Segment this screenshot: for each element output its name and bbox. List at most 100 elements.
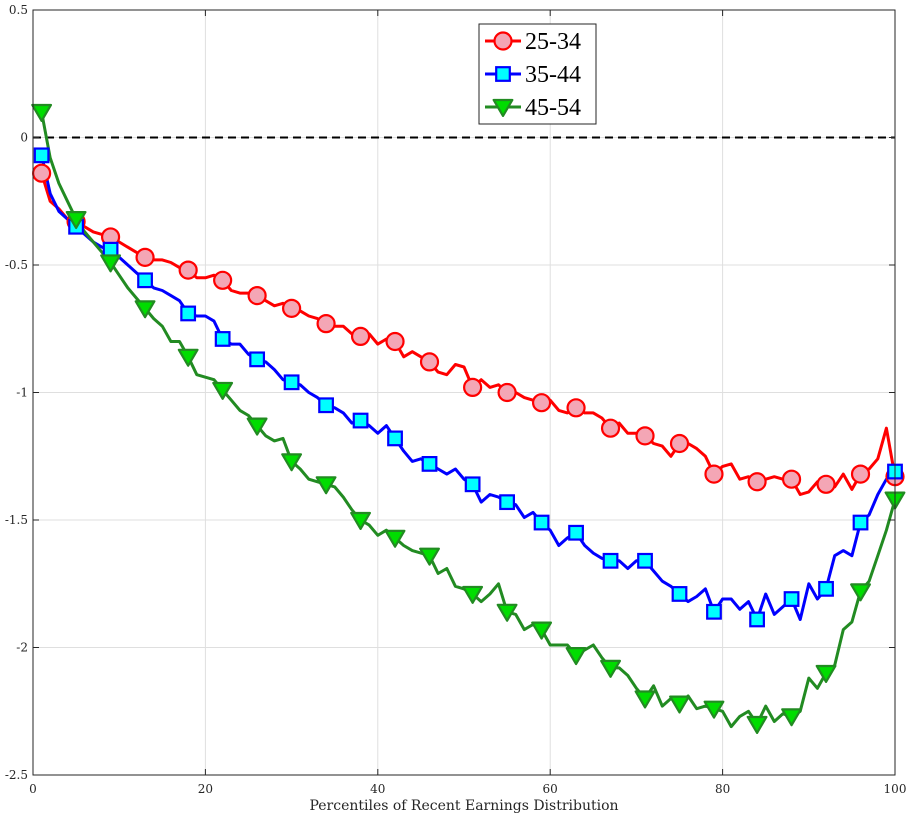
data-point bbox=[565, 647, 587, 666]
data-point bbox=[600, 418, 621, 438]
x-axis-ticks: 0 20 40 60 80 100 bbox=[29, 10, 906, 796]
legend-marker bbox=[495, 66, 511, 82]
y-tick-label: -1 bbox=[16, 386, 28, 400]
data-point bbox=[749, 611, 765, 628]
data-point bbox=[100, 254, 122, 273]
data-point bbox=[781, 469, 802, 489]
data-point bbox=[815, 664, 837, 683]
markers-45-54 bbox=[31, 103, 906, 734]
data-point bbox=[137, 272, 153, 289]
x-tick-label: 60 bbox=[543, 782, 558, 796]
data-point bbox=[385, 331, 405, 352]
x-tick-label: 100 bbox=[884, 782, 907, 796]
data-point bbox=[281, 453, 303, 472]
series-line-25-34 bbox=[40, 172, 897, 496]
legend-marker bbox=[493, 31, 513, 51]
data-point bbox=[246, 417, 268, 436]
data-point bbox=[747, 472, 767, 492]
y-tick-label: -2.5 bbox=[5, 768, 28, 782]
data-point bbox=[533, 514, 550, 531]
data-point bbox=[32, 163, 52, 183]
data-point bbox=[214, 331, 231, 347]
grid-lines bbox=[32, 9, 896, 776]
data-point bbox=[703, 700, 725, 719]
y-axis-ticks: -2.5 -2 -1.5 -1 -0.5 0 0.5 bbox=[5, 3, 895, 782]
data-point bbox=[387, 430, 403, 447]
y-tick-label: -1.5 bbox=[5, 513, 28, 527]
data-point bbox=[634, 690, 656, 709]
data-point bbox=[421, 456, 438, 472]
data-point bbox=[249, 351, 266, 368]
data-point bbox=[33, 147, 50, 164]
data-point bbox=[134, 300, 156, 319]
data-point bbox=[462, 585, 484, 604]
data-point bbox=[247, 286, 267, 306]
data-point bbox=[350, 511, 372, 530]
data-point bbox=[65, 210, 87, 230]
data-point bbox=[282, 298, 302, 318]
data-point bbox=[419, 352, 440, 372]
markers-35-44 bbox=[33, 147, 903, 628]
legend-entry: 45-54 bbox=[485, 95, 581, 121]
data-point bbox=[781, 708, 803, 727]
data-point bbox=[212, 381, 234, 400]
data-point bbox=[499, 494, 515, 511]
data-point bbox=[852, 514, 869, 531]
data-point bbox=[746, 715, 768, 734]
series-lines bbox=[40, 111, 897, 729]
data-point bbox=[135, 247, 155, 267]
data-point bbox=[463, 377, 483, 397]
data-point bbox=[568, 524, 584, 541]
y-tick-label: -2 bbox=[16, 641, 28, 655]
data-point bbox=[816, 474, 836, 494]
legend-entry: 25-34 bbox=[485, 29, 581, 55]
data-point bbox=[497, 382, 517, 403]
x-tick-label: 80 bbox=[715, 782, 730, 796]
data-point bbox=[496, 603, 518, 622]
x-tick-label: 40 bbox=[370, 782, 385, 796]
x-tick-label: 0 bbox=[29, 782, 37, 796]
data-point bbox=[566, 398, 586, 418]
data-point bbox=[669, 433, 690, 454]
data-point bbox=[671, 586, 688, 602]
data-point bbox=[31, 103, 53, 122]
data-point bbox=[352, 412, 369, 429]
data-point bbox=[318, 397, 334, 414]
legend: 25-34 35-44 45-54 bbox=[478, 23, 597, 125]
data-point bbox=[850, 464, 871, 484]
data-point bbox=[177, 348, 199, 367]
data-point bbox=[283, 374, 300, 391]
legend-entry: 35-44 bbox=[485, 62, 581, 88]
data-point bbox=[602, 552, 619, 569]
legend-label: 45-54 bbox=[525, 95, 581, 121]
data-point bbox=[178, 260, 198, 280]
legend-marker bbox=[492, 98, 514, 117]
data-point bbox=[350, 326, 371, 346]
x-tick-label: 20 bbox=[198, 782, 213, 796]
series-line-45-54 bbox=[40, 111, 897, 729]
x-axis-label: Percentiles of Recent Earnings Distribut… bbox=[309, 798, 618, 814]
data-point bbox=[180, 305, 197, 322]
series-markers bbox=[31, 103, 906, 734]
y-tick-label: 0 bbox=[20, 131, 28, 145]
y-tick-label: 0.5 bbox=[9, 3, 28, 17]
data-point bbox=[635, 426, 655, 446]
data-point bbox=[384, 529, 406, 548]
data-point bbox=[316, 314, 336, 334]
data-point bbox=[706, 603, 722, 620]
data-point bbox=[315, 476, 337, 495]
legend-label: 35-44 bbox=[525, 62, 581, 88]
y-tick-label: -0.5 bbox=[5, 258, 28, 272]
data-point bbox=[600, 659, 621, 678]
data-point bbox=[704, 464, 724, 484]
data-point bbox=[213, 270, 233, 290]
legend-label: 25-34 bbox=[525, 29, 581, 55]
data-point bbox=[818, 580, 834, 597]
data-point bbox=[464, 476, 481, 493]
data-point bbox=[531, 393, 552, 413]
data-point bbox=[637, 552, 653, 569]
data-point bbox=[850, 583, 871, 602]
data-point bbox=[669, 695, 690, 714]
data-point bbox=[419, 547, 440, 566]
